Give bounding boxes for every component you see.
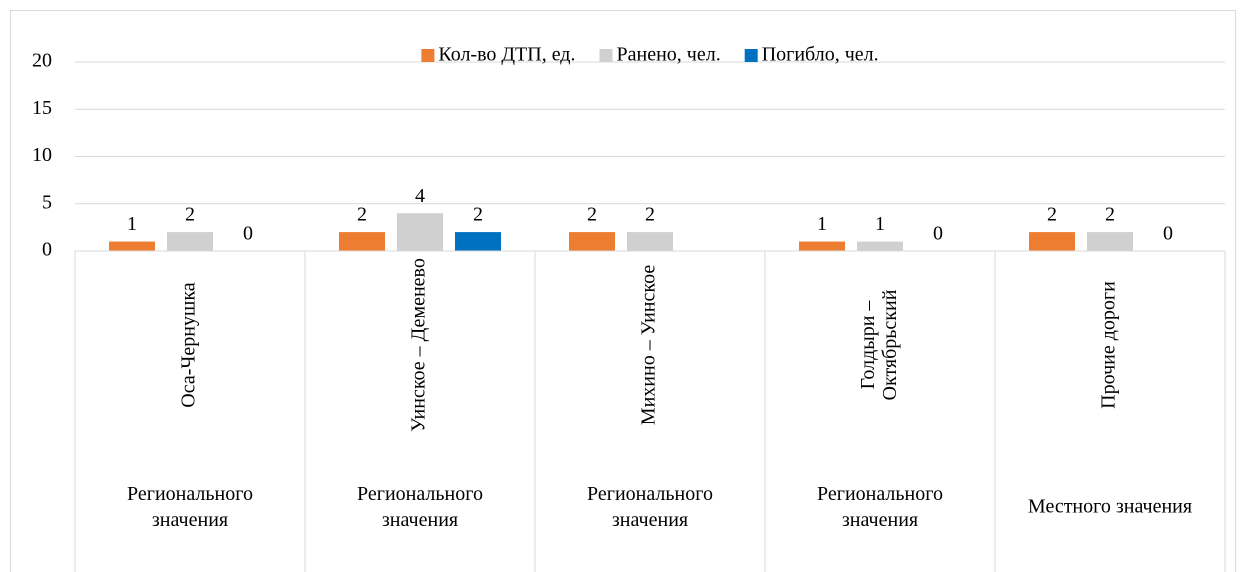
group-label: Регионального значения: [127, 483, 253, 531]
data-label: 2: [357, 204, 367, 226]
bar: [167, 232, 213, 251]
data-label: 1: [127, 213, 137, 235]
data-label: 1: [875, 213, 885, 235]
group-label: Регионального значения: [817, 483, 943, 531]
data-label: 2: [185, 204, 195, 226]
legend-swatch: [599, 49, 613, 62]
chart-frame: [10, 10, 1236, 572]
data-label: 0: [243, 223, 253, 245]
legend-label: Погибло, чел.: [762, 44, 879, 66]
data-label: 0: [933, 223, 943, 245]
data-label: 4: [415, 185, 425, 207]
x-tick-label: Оса-Чернушка: [178, 282, 200, 407]
y-tick-label: 5: [42, 191, 52, 213]
bar: [455, 232, 501, 251]
legend-swatch: [421, 49, 435, 62]
bar: [339, 232, 385, 251]
bar: [627, 232, 673, 251]
bar: [857, 241, 903, 251]
x-tick-label: Голдыри –Октябрьский: [857, 289, 901, 400]
legend-label: Ранено, чел.: [616, 44, 720, 66]
legend-swatch: [744, 49, 758, 62]
bar: [109, 241, 155, 251]
data-label: 2: [473, 204, 483, 226]
y-tick-label: 15: [32, 97, 52, 119]
bar: [1087, 232, 1133, 251]
bar: [397, 213, 443, 251]
bar: [1029, 232, 1075, 251]
legend-label: Кол-во ДТП, ед.: [438, 44, 575, 66]
x-tick-label: Михино – Уинское: [638, 265, 660, 426]
group-label: Местного значения: [1028, 496, 1192, 518]
data-label: 2: [1047, 204, 1057, 226]
y-tick-label: 10: [32, 144, 52, 166]
data-label: 2: [1105, 204, 1115, 226]
group-label: Регионального значения: [587, 483, 713, 531]
x-tick-label: Прочие дороги: [1098, 281, 1120, 409]
data-label: 1: [817, 213, 827, 235]
bar: [569, 232, 615, 251]
bar: [799, 241, 845, 251]
legend: Кол-во ДТП, ед. Ранено, чел. Погибло, чел.: [421, 44, 879, 66]
y-tick-label: 20: [32, 50, 52, 72]
y-tick-label: 0: [42, 239, 52, 261]
group-label: Регионального значения: [357, 483, 483, 531]
data-label: 2: [645, 204, 655, 226]
x-tick-label: Уинское – Деменево: [408, 258, 430, 432]
data-label: 0: [1163, 223, 1173, 245]
data-label: 2: [587, 204, 597, 226]
